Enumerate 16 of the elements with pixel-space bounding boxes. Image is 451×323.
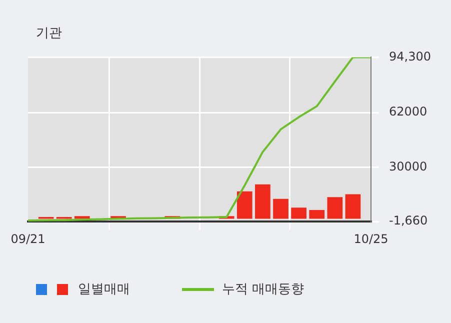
- bar: [345, 194, 361, 219]
- chart-title: 기관: [36, 25, 62, 42]
- bar: [309, 210, 325, 219]
- legend-label: 일별매매: [78, 281, 130, 298]
- bar: [255, 184, 270, 219]
- bar: [327, 197, 343, 219]
- legend-label: 누적 매매동향: [222, 281, 304, 298]
- bar: [273, 198, 288, 219]
- y-tick-label: 94,300: [389, 49, 432, 64]
- bar: [291, 208, 306, 219]
- y-tick-label: 62000: [389, 104, 428, 119]
- bar: [236, 191, 252, 219]
- y-tick-label: 30000: [389, 159, 428, 174]
- x-tick-label: 09/21: [10, 232, 46, 246]
- y-tick-label: -1,660: [389, 214, 428, 228]
- x-tick-label: 10/25: [354, 232, 388, 246]
